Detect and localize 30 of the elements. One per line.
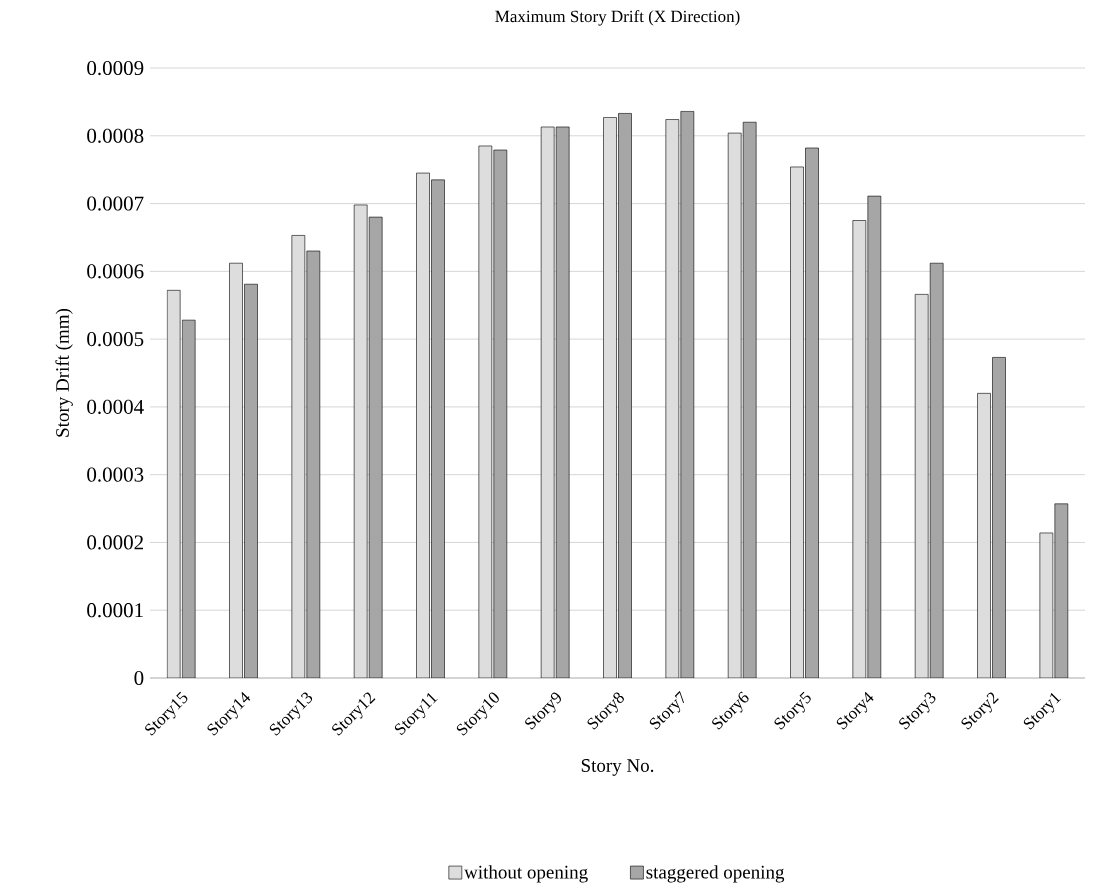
bar <box>852 220 867 679</box>
y-tick-label: 0 <box>134 670 144 686</box>
bar <box>603 117 617 679</box>
chart-title: Maximum Story Drift (X Direction) <box>495 10 740 26</box>
y-tick-label: 0.0006 <box>87 264 144 279</box>
y-tick-label: 0.0005 <box>87 332 144 347</box>
y-tick-label: 0.0004 <box>87 399 144 415</box>
bar <box>977 393 991 679</box>
bar <box>291 235 306 679</box>
bar <box>478 145 493 679</box>
bar <box>166 290 181 679</box>
x-axis-title: Story No. <box>581 759 654 776</box>
y-tick-label: 0.0001 <box>87 603 143 618</box>
bar <box>665 119 680 679</box>
y-tick-label: 0.0007 <box>87 196 144 211</box>
bar <box>353 204 368 679</box>
bar <box>229 262 243 679</box>
bar <box>540 126 555 679</box>
bar <box>727 132 742 679</box>
y-axis-title: Story Drift (mm) <box>55 308 73 437</box>
y-tick-label: 0.0009 <box>87 60 144 76</box>
bar <box>914 294 929 679</box>
y-tick-label: 0.0003 <box>87 467 144 482</box>
bar <box>790 166 804 679</box>
y-tick-label: 0.0002 <box>87 535 143 550</box>
bar <box>416 172 430 679</box>
legend-label: without opening <box>464 865 588 883</box>
bar <box>1039 532 1054 679</box>
legend-label: staggered opening <box>646 865 785 883</box>
y-tick-label: 0.0008 <box>87 128 144 143</box>
